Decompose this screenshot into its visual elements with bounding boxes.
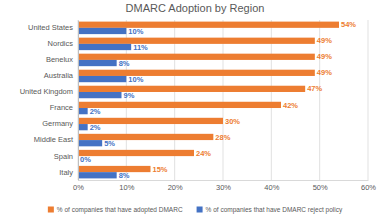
tick-label: Benelux <box>46 55 73 64</box>
tick-label: Germany <box>42 119 73 128</box>
axis-line <box>79 180 369 181</box>
data-label: 15% <box>153 165 168 174</box>
data-label: 30% <box>225 117 240 126</box>
tick: Middle East <box>34 135 78 144</box>
tick: Germany <box>42 119 78 128</box>
bar <box>78 22 339 28</box>
bar <box>78 60 117 66</box>
tick-label: 60% <box>361 183 376 192</box>
y-axis: United States Nordics Benelux Australia Unit… <box>20 21 79 181</box>
tick: Benelux <box>46 55 78 64</box>
tick-label: 50% <box>313 183 328 192</box>
data-label: 49% <box>317 36 332 45</box>
bar <box>78 28 126 34</box>
tick: 10% <box>119 180 134 192</box>
tick: 60% <box>361 180 376 192</box>
data-label: 10% <box>128 75 143 84</box>
data-label: 8% <box>119 171 130 180</box>
legend-swatch <box>197 207 203 213</box>
tick: 30% <box>216 180 231 192</box>
data-label: 49% <box>317 68 332 77</box>
data-label: 9% <box>124 91 135 100</box>
tick-label: France <box>50 103 73 112</box>
bar <box>78 54 315 60</box>
grid-line <box>368 20 369 180</box>
bar <box>78 124 88 130</box>
tick-label: Middle East <box>34 135 74 144</box>
tick: Nordics <box>48 39 78 48</box>
plot: 54%49%49%49%47%42%30%28%24%15%10%11%8%10… <box>20 20 377 192</box>
tick: Italy <box>59 168 78 177</box>
data-label: 2% <box>90 123 101 132</box>
grid-line <box>223 20 224 180</box>
bar <box>78 92 122 98</box>
tick-label: Australia <box>44 71 74 80</box>
bar <box>78 166 151 172</box>
tick: United States <box>28 23 78 32</box>
data-label: 10% <box>128 27 143 36</box>
data-label: 2% <box>90 107 101 116</box>
bar <box>78 134 213 140</box>
bar <box>78 140 102 146</box>
tick: 0% <box>73 180 84 192</box>
axis-line <box>78 21 79 181</box>
bar <box>78 150 194 156</box>
legend-item: % of companies that have DMARC reject po… <box>197 206 343 214</box>
bar <box>78 172 117 178</box>
tick: 50% <box>313 180 328 192</box>
bar <box>78 86 305 92</box>
bar <box>78 38 315 44</box>
legend-label: % of companies that have adopted DMARC <box>57 206 183 214</box>
legend-label: % of companies that have DMARC reject po… <box>206 206 343 214</box>
bars <box>78 22 339 179</box>
bar <box>78 44 131 50</box>
data-label: 0% <box>80 155 91 164</box>
data-label: 47% <box>307 84 322 93</box>
data-label: 28% <box>215 133 230 142</box>
data-label: 24% <box>196 149 211 158</box>
tick: France <box>50 103 78 112</box>
grid <box>78 20 368 180</box>
tick-label: Italy <box>59 168 73 177</box>
data-label: 5% <box>104 139 115 148</box>
tick: 40% <box>264 180 279 192</box>
tick-label: 20% <box>168 183 183 192</box>
bar <box>78 102 281 108</box>
data-label: 11% <box>133 43 148 52</box>
tick-label: 40% <box>264 183 279 192</box>
tick-label: 30% <box>216 183 231 192</box>
bar <box>78 76 126 82</box>
grid-line <box>78 20 79 180</box>
tick-label: 10% <box>119 183 134 192</box>
tick-label: 0% <box>73 183 84 192</box>
tick-label: Nordics <box>48 39 74 48</box>
grid-line <box>271 20 272 180</box>
tick-label: United States <box>28 23 73 32</box>
tick: 20% <box>168 180 183 192</box>
x-axis: 0% 10% 20% 30% 40% 50% 60% <box>73 180 376 192</box>
title: DMARC Adoption by Region <box>126 2 265 14</box>
legend-item: % of companies that have adopted DMARC <box>48 206 183 214</box>
tick-label: United Kingdom <box>20 87 73 96</box>
data-label: 8% <box>119 59 130 68</box>
tick: United Kingdom <box>20 87 78 96</box>
tick: Spain <box>54 152 78 161</box>
data-labels: 54%49%49%49%47%42%30%28%24%15%10%11%8%10… <box>80 20 356 180</box>
legend: % of companies that have adopted DMARC % … <box>48 206 343 214</box>
bar <box>78 108 88 114</box>
legend-swatch <box>48 207 54 213</box>
bar <box>78 70 315 76</box>
tick: Australia <box>44 71 78 80</box>
data-label: 42% <box>283 101 298 110</box>
chart: DMARC Adoption by Region 54% 49% 49% 49% 47% 4… <box>0 0 390 220</box>
tick-label: Spain <box>54 152 73 161</box>
data-label: 54% <box>341 20 356 29</box>
data-label: 49% <box>317 52 332 61</box>
